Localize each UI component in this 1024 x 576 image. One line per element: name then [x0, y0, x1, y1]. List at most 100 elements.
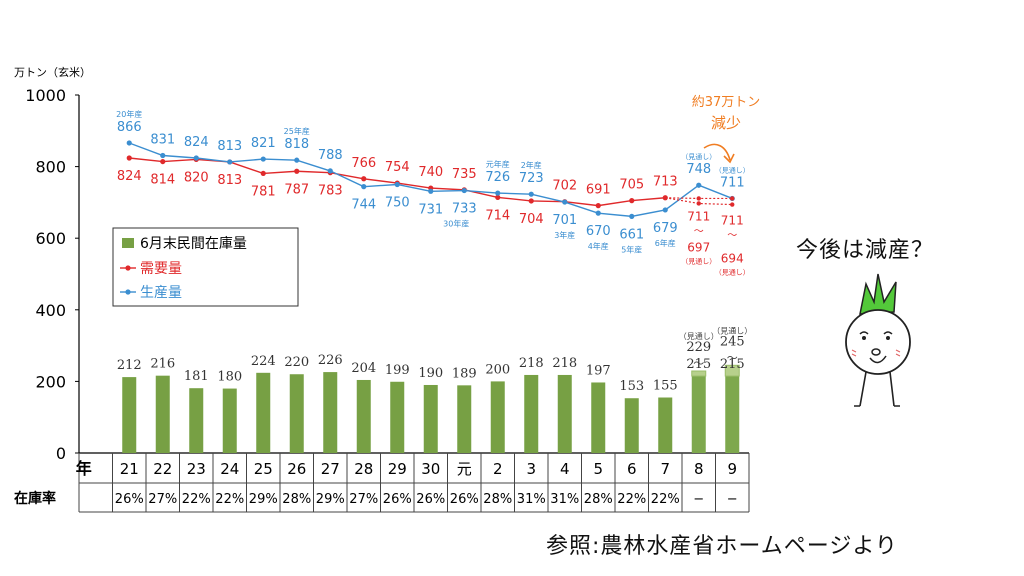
- legend-production-label: 生産量: [140, 285, 182, 301]
- stock-ratio-value: 28%: [584, 492, 613, 507]
- handwritten-note-decrease: 減少: [711, 114, 741, 132]
- stock-ratio-value: 29%: [249, 492, 278, 507]
- outlook-note: （見通し）: [712, 325, 752, 335]
- stock-ratio-value: 28%: [483, 492, 512, 507]
- x-category-label: 23: [187, 460, 206, 478]
- production-year-note: 4年産: [588, 241, 609, 251]
- stock-bar: [490, 381, 505, 453]
- production-point: [562, 199, 568, 205]
- stock-ratio-value: 27%: [349, 492, 378, 507]
- x-category-label: 27: [321, 460, 340, 478]
- x-category-label: 6: [627, 460, 637, 478]
- stock-bar: [256, 372, 271, 453]
- production-point: [696, 182, 702, 188]
- stock-value-label: 220: [284, 355, 309, 370]
- stock-value-label: 199: [385, 363, 410, 378]
- production-value-label: 813: [217, 139, 242, 154]
- demand-value-label: 740: [418, 165, 443, 180]
- stock-bar: [289, 374, 304, 453]
- stock-bar: [155, 375, 170, 453]
- stock-value-label: 215: [720, 357, 745, 372]
- production-point: [260, 156, 266, 162]
- demand-projection-point: [730, 196, 735, 201]
- stock-bar: [356, 379, 371, 453]
- stock-bar-upper-range: [724, 364, 740, 377]
- production-point: [294, 157, 300, 163]
- stock-upper-label: 229: [686, 340, 711, 355]
- production-value-label: 661: [619, 227, 644, 242]
- production-value-label: 679: [653, 221, 678, 236]
- y-tick-label: 0: [56, 444, 66, 463]
- legend-box: [112, 227, 299, 307]
- demand-point: [595, 203, 601, 209]
- stock-bar-upper-range: [691, 370, 707, 377]
- stock-value-label: 153: [619, 379, 644, 394]
- stock-ratio-value: 31%: [517, 492, 546, 507]
- demand-value-label: 713: [653, 175, 678, 190]
- production-value-label: 711: [720, 175, 745, 190]
- stock-value-label: 212: [117, 358, 142, 373]
- stock-bar: [658, 397, 673, 453]
- production-point: [227, 159, 233, 165]
- x-category-label: 9: [727, 460, 737, 478]
- stock-value-label: 181: [184, 369, 209, 384]
- stock-bar: [189, 388, 204, 453]
- demand-point: [361, 176, 367, 182]
- y-tick-label: 600: [35, 229, 66, 248]
- production-point: [461, 187, 467, 194]
- production-value-label: 866: [117, 120, 142, 135]
- production-year-note: 25年産: [284, 126, 310, 136]
- stock-bar: [691, 376, 706, 453]
- production-point: [495, 190, 501, 196]
- x-header-year: 年: [76, 459, 92, 478]
- stock-bar: [423, 384, 438, 453]
- demand-projection-label: 694: [721, 252, 744, 266]
- stock-bar: [390, 381, 405, 453]
- demand-point: [126, 155, 132, 161]
- demand-point: [260, 170, 266, 177]
- stock-ratio-value: 22%: [215, 492, 244, 507]
- stock-value-label: 200: [485, 362, 510, 377]
- production-value-label: 818: [284, 137, 309, 152]
- stock-ratio-header: 在庫率: [14, 490, 56, 507]
- stock-ratio-value: 29%: [316, 492, 345, 507]
- stock-bar: [725, 376, 740, 453]
- production-value-label: 748: [686, 162, 711, 177]
- stock-ratio-value: 26%: [450, 492, 479, 507]
- demand-value-label: 787: [284, 182, 309, 197]
- production-year-note: 元年産: [486, 159, 510, 169]
- tilde-mark: 〜: [694, 226, 704, 237]
- stock-value-label: 215: [686, 357, 711, 372]
- production-value-label: 723: [519, 171, 544, 186]
- legend-stock-label: 6月末民間在庫量: [140, 235, 247, 252]
- stock-bar: [457, 385, 472, 453]
- production-value-label: 670: [586, 224, 611, 239]
- unit-label: 万トン（玄米）: [14, 65, 91, 79]
- x-category-label: 22: [153, 460, 172, 478]
- demand-value-label: 735: [452, 167, 477, 182]
- production-value-label: 733: [452, 202, 477, 217]
- demand-point: [160, 158, 166, 165]
- x-category-label: 3: [526, 460, 536, 478]
- production-point: [428, 188, 434, 194]
- demand-value-label: 704: [519, 212, 544, 227]
- production-year-note: 30年産: [443, 219, 469, 229]
- stock-value-label: 189: [452, 366, 477, 381]
- production-value-label: 701: [552, 213, 577, 228]
- stock-bar: [323, 372, 338, 453]
- x-category-label: 2: [493, 460, 503, 478]
- production-value-label: 788: [318, 148, 343, 163]
- demand-projection-label: 697: [687, 240, 710, 254]
- demand-projection-point: [730, 202, 735, 207]
- production-point: [394, 181, 400, 188]
- legend-demand-label: 需要量: [140, 261, 182, 277]
- outlook-note: （見通し）: [715, 268, 750, 277]
- production-point: [528, 191, 534, 197]
- production-point: [327, 168, 333, 174]
- production-point: [662, 207, 668, 213]
- x-category-label: 25: [254, 460, 273, 478]
- production-value-label: 821: [251, 136, 276, 151]
- y-tick-label: 1000: [25, 86, 66, 105]
- legend-bar-swatch: [122, 238, 134, 248]
